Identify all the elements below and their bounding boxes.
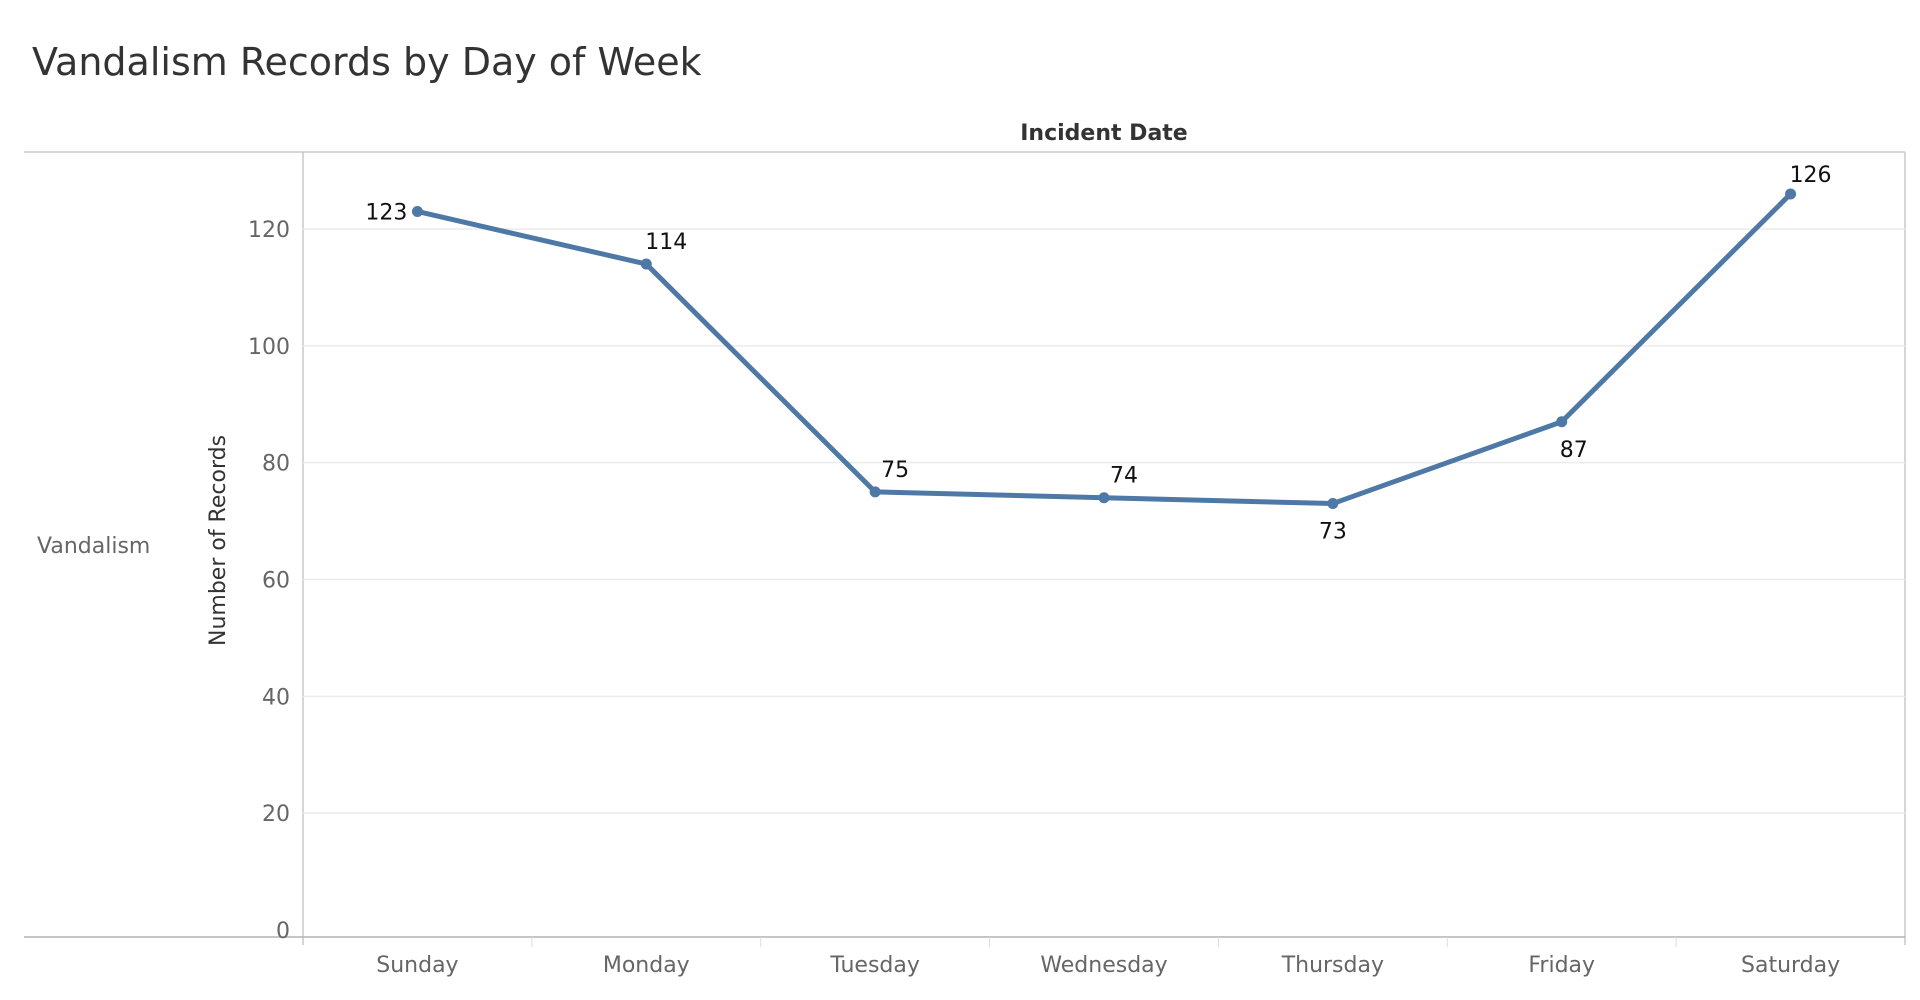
data-labels: 123 114 75 74 73 87 126 [365,163,1831,545]
data-label: 74 [1110,464,1138,489]
x-tick-label: Tuesday [829,953,920,978]
x-tick-label: Wednesday [1040,953,1167,978]
y-tick-label: 60 [262,569,290,594]
data-point-marker [640,258,652,270]
y-tick-label: 40 [262,685,290,710]
chart-title: Vandalism Records by Day of Week [32,40,702,84]
data-point-marker [1327,498,1339,510]
y-axis: 0 20 40 60 80 100 120 [248,218,290,944]
gridlines [303,228,1905,814]
y-tick-label: 120 [248,218,290,243]
data-point-marker [411,205,423,217]
data-label: 123 [365,200,407,225]
data-label: 87 [1560,438,1588,463]
y-tick-label: 100 [248,335,290,360]
y-tick-label: 80 [262,452,290,477]
y-tick-label: 20 [262,802,290,827]
chart-frame [24,151,1906,947]
data-point-marker [1556,416,1568,428]
y-tick-label: 0 [276,919,290,944]
y-axis-title: Number of Records [206,435,231,646]
data-point-marker [1785,188,1797,200]
x-tick-label: Monday [603,953,690,978]
data-point-marker [1098,492,1110,504]
x-tick-label: Thursday [1281,953,1384,978]
x-axis: Sunday Monday Tuesday Wednesday Thursday Frid… [376,953,1840,978]
column-header: Incident Date [1020,121,1187,146]
data-label: 126 [1790,163,1832,188]
data-label: 114 [645,230,687,255]
x-tick-label: Friday [1528,953,1595,978]
data-point-marker [869,486,881,498]
x-tick-label: Saturday [1741,953,1840,978]
data-label: 75 [881,458,909,483]
series-line-group [411,188,1797,510]
row-header: Vandalism [37,534,150,559]
data-label: 73 [1319,520,1347,545]
x-tick-label: Sunday [376,953,458,978]
